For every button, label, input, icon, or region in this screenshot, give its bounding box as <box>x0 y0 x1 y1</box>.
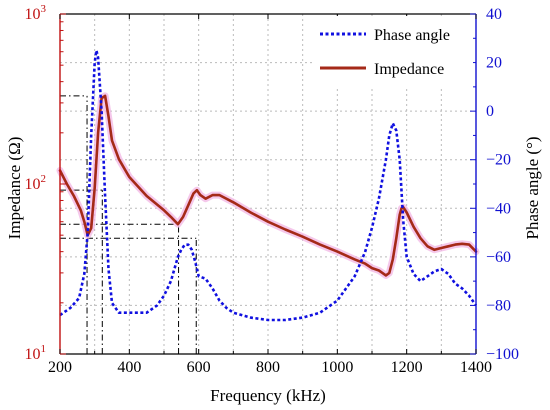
y-axis-right-label: Phase angle (°) <box>523 136 542 239</box>
plot-area <box>56 49 480 322</box>
y-axis-left: 101 102 103 <box>25 3 66 363</box>
y-right-tick-label: −80 <box>486 297 511 314</box>
x-tick-label: 400 <box>117 359 141 376</box>
y-right-tick-label: −20 <box>486 152 511 169</box>
y-right-tick-label: 40 <box>486 6 502 23</box>
legend: Phase angle Impedance <box>313 16 473 86</box>
x-tick-label: 1400 <box>460 359 492 376</box>
y-axis-left-label: Impedance (Ω) <box>5 137 24 240</box>
series-impedance <box>58 94 478 277</box>
y-right-tick-label: −40 <box>486 200 511 217</box>
y-right-tick-label: −100 <box>486 346 519 363</box>
y-right-tick-label: 20 <box>486 55 502 72</box>
x-tick-label: 600 <box>187 359 211 376</box>
legend-label-phase-angle: Phase angle <box>374 27 450 44</box>
x-tick-label: 800 <box>256 359 280 376</box>
x-axis: 200 400 600 800 1000 1200 1400 <box>48 14 492 376</box>
guide-lines <box>60 95 197 354</box>
series-phase-angle <box>59 49 478 322</box>
x-tick-label: 1200 <box>391 359 423 376</box>
y-right-tick-label: −60 <box>486 249 511 266</box>
y-left-tick-label: 103 <box>25 3 47 23</box>
x-tick-label: 1000 <box>321 359 353 376</box>
y-left-tick-label: 102 <box>25 173 47 193</box>
x-tick-label: 200 <box>48 359 72 376</box>
y-axis-right: −100 −80 −60 −40 −20 0 20 40 <box>470 6 519 363</box>
x-axis-label: Frequency (kHz) <box>210 386 326 405</box>
y-right-tick-label: 0 <box>486 103 494 120</box>
legend-label-impedance: Impedance <box>374 61 444 78</box>
legend-box <box>313 16 473 86</box>
y-left-tick-label: 101 <box>25 343 47 363</box>
